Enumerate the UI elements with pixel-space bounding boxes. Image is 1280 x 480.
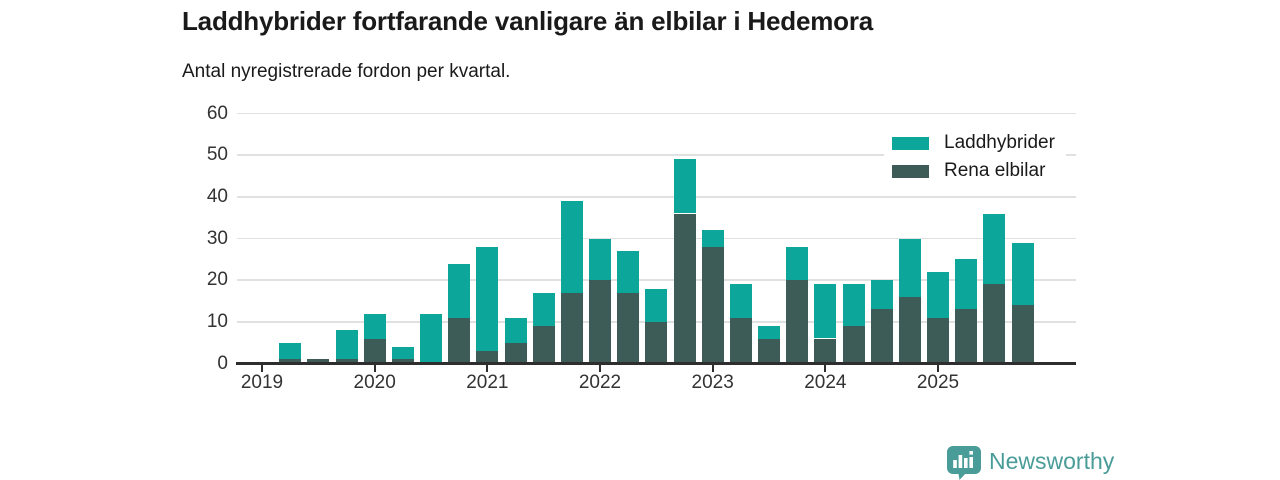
bar-segment-rena-elbilar xyxy=(758,339,780,364)
y-axis-tick-label: 40 xyxy=(180,185,228,209)
bar-segment-laddhybrider xyxy=(561,201,583,293)
legend-item-laddhybrider: Laddhybrider xyxy=(892,132,1066,154)
bar-segment-rena-elbilar xyxy=(899,297,921,364)
bar-segment-laddhybrider xyxy=(927,272,949,318)
bar-segment-rena-elbilar xyxy=(786,280,808,363)
bar-segment-laddhybrider xyxy=(617,251,639,293)
bar-segment-rena-elbilar xyxy=(871,309,893,363)
bar-segment-rena-elbilar xyxy=(843,326,865,364)
x-axis-tick-label: 2019 xyxy=(222,372,302,394)
gridline xyxy=(237,196,1076,198)
x-axis-tick xyxy=(599,365,601,372)
legend-item-rena-elbilar: Rena elbilar xyxy=(892,160,1066,182)
x-axis-line xyxy=(236,362,1076,365)
bar-segment-laddhybrider xyxy=(589,239,611,281)
bar-segment-laddhybrider xyxy=(899,239,921,297)
bar-segment-rena-elbilar xyxy=(645,322,667,364)
bar-segment-laddhybrider xyxy=(533,293,555,326)
y-axis-tick-label: 30 xyxy=(180,227,228,251)
x-axis-tick xyxy=(712,365,714,372)
bar-segment-laddhybrider xyxy=(476,247,498,351)
bar-segment-rena-elbilar xyxy=(589,280,611,363)
bar-segment-rena-elbilar xyxy=(561,293,583,364)
bar-segment-rena-elbilar xyxy=(533,326,555,364)
bar-chart-badge-icon xyxy=(946,445,982,480)
bar-segment-laddhybrider xyxy=(1012,243,1034,306)
bar-segment-rena-elbilar xyxy=(364,339,386,364)
legend-swatch-laddhybrider xyxy=(892,137,929,150)
chart-subtitle: Antal nyregistrerade fordon per kvartal. xyxy=(182,61,510,83)
bar-segment-rena-elbilar xyxy=(927,318,949,364)
x-axis-tick-label: 2024 xyxy=(785,372,865,394)
chart-canvas: Laddhybrider fortfarande vanligare än el… xyxy=(0,0,1280,480)
x-axis-tick-label: 2022 xyxy=(560,372,640,394)
bar-segment-laddhybrider xyxy=(448,264,470,318)
bar-segment-laddhybrider xyxy=(983,214,1005,285)
legend-swatch-rena-elbilar xyxy=(892,165,929,178)
gridline xyxy=(237,279,1076,281)
legend: Laddhybrider Rena elbilar xyxy=(884,126,1066,196)
bar-segment-rena-elbilar xyxy=(730,318,752,364)
bar-segment-laddhybrider xyxy=(758,326,780,339)
bar-segment-rena-elbilar xyxy=(674,214,696,364)
legend-label: Rena elbilar xyxy=(944,160,1045,182)
bar-segment-laddhybrider xyxy=(843,284,865,326)
bar-segment-rena-elbilar xyxy=(617,293,639,364)
bar-segment-rena-elbilar xyxy=(702,247,724,364)
x-axis-tick xyxy=(261,365,263,372)
x-axis-tick xyxy=(486,365,488,372)
x-axis-tick-label: 2023 xyxy=(673,372,753,394)
bar-segment-rena-elbilar xyxy=(448,318,470,364)
legend-label: Laddhybrider xyxy=(944,132,1055,154)
bar-segment-laddhybrider xyxy=(645,289,667,322)
newsworthy-brand: Newsworthy xyxy=(946,445,1114,480)
y-axis-tick-label: 10 xyxy=(180,310,228,334)
bar-segment-laddhybrider xyxy=(786,247,808,280)
brand-name: Newsworthy xyxy=(989,448,1114,475)
bar-segment-laddhybrider xyxy=(279,343,301,360)
bar-segment-rena-elbilar xyxy=(1012,305,1034,363)
y-axis-tick-label: 0 xyxy=(180,352,228,376)
bar-segment-laddhybrider xyxy=(505,318,527,343)
bar-segment-rena-elbilar xyxy=(955,309,977,363)
bar-segment-laddhybrider xyxy=(420,314,442,364)
x-axis-tick xyxy=(374,365,376,372)
y-axis-tick-label: 20 xyxy=(180,268,228,292)
bar-segment-rena-elbilar xyxy=(505,343,527,364)
x-axis-tick xyxy=(824,365,826,372)
bar-segment-laddhybrider xyxy=(955,259,977,309)
bar-segment-laddhybrider xyxy=(871,280,893,309)
bar-segment-laddhybrider xyxy=(674,159,696,213)
gridline xyxy=(237,113,1076,115)
bar-segment-laddhybrider xyxy=(364,314,386,339)
y-axis-tick-label: 50 xyxy=(180,143,228,167)
bar-segment-laddhybrider xyxy=(336,330,358,359)
x-axis-tick xyxy=(937,365,939,372)
bar-segment-laddhybrider xyxy=(730,284,752,317)
x-axis-tick-label: 2020 xyxy=(335,372,415,394)
x-axis-tick-label: 2021 xyxy=(447,372,527,394)
y-axis-tick-label: 60 xyxy=(180,102,228,126)
bar-segment-laddhybrider xyxy=(814,284,836,338)
bar-segment-rena-elbilar xyxy=(983,284,1005,363)
chart-title: Laddhybrider fortfarande vanligare än el… xyxy=(182,6,873,37)
bar-segment-laddhybrider xyxy=(702,230,724,247)
bar-segment-rena-elbilar xyxy=(814,339,836,364)
gridline xyxy=(237,238,1076,240)
x-axis-tick-label: 2025 xyxy=(898,372,978,394)
bar-segment-laddhybrider xyxy=(392,347,414,360)
